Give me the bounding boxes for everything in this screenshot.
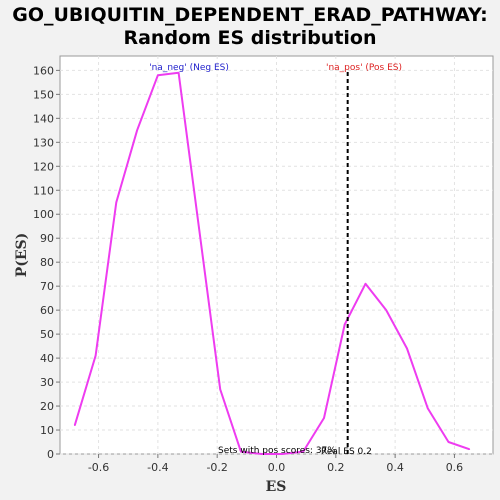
y-tick-label: 150: [33, 88, 54, 101]
y-tick-label: 160: [33, 64, 54, 77]
data-point: [323, 417, 325, 419]
x-tick-label: 0.0: [268, 461, 286, 474]
data-point: [74, 424, 76, 427]
y-tick-label: 120: [33, 160, 54, 173]
data-point: [240, 450, 242, 453]
data-point: [115, 201, 118, 204]
x-tick-label: 0.2: [327, 461, 345, 474]
data-point: [302, 450, 305, 453]
y-tick-label: 90: [40, 232, 54, 245]
y-tick-label: 110: [33, 184, 54, 197]
data-point: [281, 453, 284, 455]
y-tick-label: 130: [33, 136, 54, 149]
chart-title-line-2: Random ES distribution: [123, 27, 377, 49]
data-point: [364, 283, 367, 285]
y-tick-label: 70: [40, 280, 54, 293]
x-tick-label: -0.4: [147, 461, 168, 474]
y-tick-label: 100: [33, 208, 54, 221]
y-axis-title: P(ES): [14, 233, 30, 278]
es-distribution-line: [73, 71, 470, 455]
y-tick-label: 0: [47, 448, 54, 461]
data-point: [177, 72, 180, 74]
data-point: [219, 388, 221, 391]
y-tick-label: 10: [40, 424, 54, 437]
y-tick-label: 20: [40, 400, 54, 413]
y-tick-label: 80: [40, 256, 54, 269]
x-axis-title: ES: [266, 479, 287, 495]
axes: 0 10 20 30 40 50 60 70 80 90 100 110 120 130 140 150 160…: [33, 64, 463, 474]
x-tick-label: -0.6: [88, 461, 109, 474]
y-tick-label: 140: [33, 112, 54, 125]
data-point: [136, 129, 138, 132]
neg-es-annotation: 'na_neg' (Neg ES): [149, 63, 229, 73]
data-point: [447, 441, 450, 443]
y-tick-label: 60: [40, 304, 54, 317]
data-point: [157, 74, 159, 76]
sets-pos-scores-annotation: Sets with pos scores: 37%: [218, 446, 336, 456]
data-point: [94, 354, 97, 357]
pos-es-annotation: 'na_pos' (Pos ES): [326, 63, 402, 73]
data-point: [198, 230, 201, 232]
data-point: [406, 347, 408, 350]
x-tick-label: 0.4: [386, 461, 404, 474]
y-tick-label: 40: [40, 352, 54, 365]
series-layer: [73, 71, 471, 455]
data-point: [260, 453, 263, 455]
y-tick-label: 30: [40, 376, 54, 389]
data-point: [468, 448, 471, 451]
chart-title-line-1: GO_UBIQUITIN_DEPENDENT_ERAD_PATHWAY:: [12, 4, 488, 26]
data-point: [343, 323, 346, 326]
y-tick-label: 50: [40, 328, 54, 341]
data-point: [385, 309, 388, 311]
data-point: [427, 407, 429, 410]
grid: [60, 56, 493, 455]
x-tick-label: -0.2: [206, 461, 227, 474]
x-tick-label: 0.6: [446, 461, 464, 474]
real-es-annotation: Real ES 0.2: [321, 447, 372, 457]
